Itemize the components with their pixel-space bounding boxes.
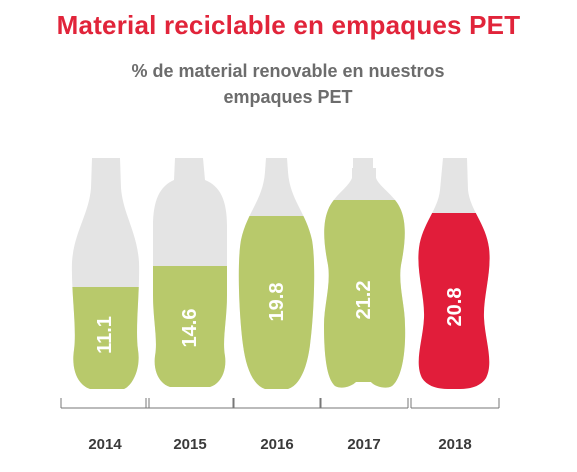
value-label-2016: 19.8 [266,283,288,322]
year-label-2017: 2017 [347,436,380,453]
bar-fill-2018 [418,213,490,389]
year-labels: 2014 2015 2016 2017 2018 [88,436,471,453]
bar-fill-2017 [324,200,406,388]
x-axis [60,398,500,409]
chart-title: Material reciclable en empaques PET [56,10,521,40]
value-label-2018: 20.8 [444,288,466,327]
chart-subtitle: % de material renovable en nuestros empa… [131,61,445,107]
value-label-2017: 21.2 [353,281,375,320]
value-label-2015: 14.6 [179,309,201,348]
bar-fill-2014 [71,287,140,389]
axis-tick-2018 [410,398,500,409]
bar-fill-2016 [238,216,315,389]
axis-tick-2016 [232,398,322,409]
axis-tick-2015 [145,398,235,409]
axis-tick-2014 [60,398,150,409]
bar-fill-2015 [153,266,227,387]
axis-tick-2017 [319,398,409,409]
year-label-2015: 2015 [173,436,206,453]
bottles-group: 11.1 14.6 19.8 21.2 20.8 [71,158,490,389]
year-label-2014: 2014 [88,436,122,453]
year-label-2018: 2018 [438,436,471,453]
value-label-2014: 11.1 [94,316,116,354]
year-label-2016: 2016 [260,436,293,453]
